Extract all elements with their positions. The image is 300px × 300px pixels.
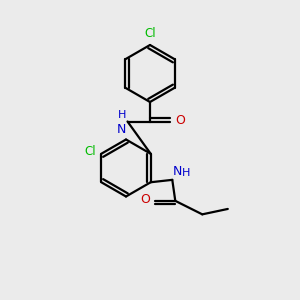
Text: O: O	[140, 194, 150, 206]
Text: N: N	[117, 123, 127, 136]
Text: Cl: Cl	[144, 27, 156, 40]
Text: Cl: Cl	[84, 145, 96, 158]
Text: O: O	[175, 114, 185, 127]
Text: H: H	[118, 110, 127, 120]
Text: N: N	[173, 165, 183, 178]
Text: H: H	[182, 168, 190, 178]
